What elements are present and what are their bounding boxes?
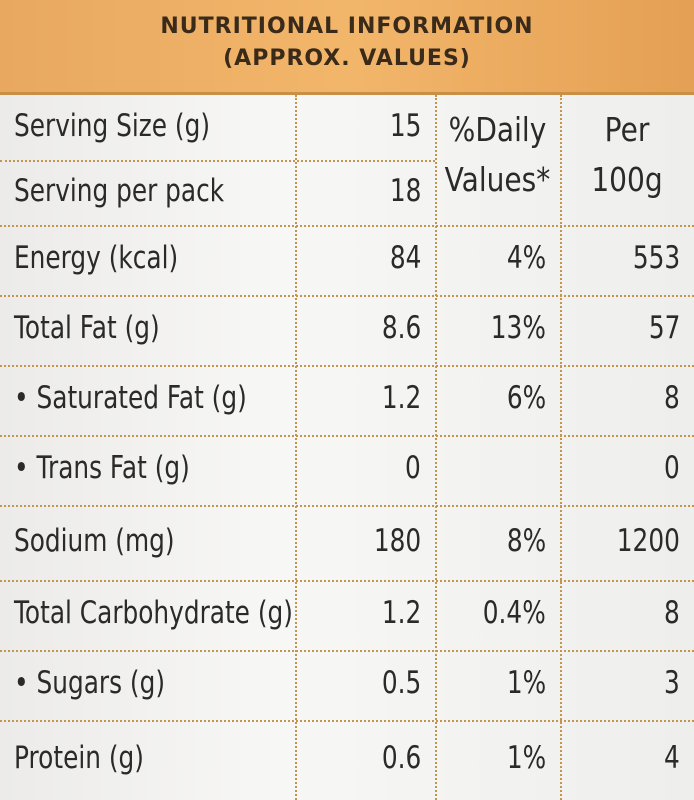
column-divider (560, 95, 562, 800)
per-100g: 553 (632, 240, 680, 276)
row-label: Protein (g) (14, 740, 144, 776)
column-header: Per (604, 110, 650, 149)
daily-value: 6% (506, 380, 546, 416)
row-label: Energy (kcal) (14, 240, 179, 276)
column-divider (435, 95, 437, 800)
header-subtitle: (APPROX. VALUES) (223, 46, 471, 71)
row-label: Total Carbohydrate (g) (14, 595, 293, 631)
row-label: Sodium (mg) (14, 522, 175, 559)
daily-value: 1% (506, 665, 546, 701)
daily-value: 4% (506, 240, 546, 276)
row-divider (0, 435, 694, 437)
amount: 1.2 (381, 595, 421, 631)
amount: 8.6 (381, 310, 421, 346)
row-divider (0, 650, 694, 652)
daily-value: 1% (506, 740, 546, 776)
amount: 0.5 (381, 665, 421, 701)
row-divider (0, 580, 694, 582)
daily-value: 13% (490, 310, 546, 346)
amount: 15 (389, 107, 421, 144)
daily-value: 8% (506, 522, 546, 559)
amount: 0.6 (381, 740, 421, 776)
row-divider (0, 160, 435, 162)
row-label: • Saturated Fat (g) (14, 380, 247, 416)
per-100g: 8 (664, 380, 680, 416)
row-divider (0, 225, 694, 227)
row-label: Serving Size (g) (14, 107, 210, 144)
amount: 1.2 (381, 380, 421, 416)
per-100g: 57 (648, 310, 680, 346)
column-header: 100g (591, 160, 663, 199)
amount: 84 (389, 240, 421, 276)
amount: 0 (405, 450, 421, 486)
per-100g: 1200 (616, 522, 680, 559)
per-100g: 8 (664, 595, 680, 631)
header: NUTRITIONAL INFORMATION (APPROX. VALUES) (0, 0, 694, 95)
per-100g: 3 (664, 665, 680, 701)
daily-value: 0.4% (482, 595, 546, 631)
column-header: Values* (444, 160, 551, 199)
row-label: Serving per pack (14, 172, 225, 209)
column-divider (295, 95, 297, 800)
per-100g: 0 (664, 450, 680, 486)
row-divider (0, 295, 694, 297)
row-label: Total Fat (g) (14, 310, 160, 346)
amount: 18 (389, 172, 421, 209)
row-label: • Trans Fat (g) (14, 450, 190, 486)
row-divider (0, 720, 694, 722)
column-header: %Daily (448, 110, 547, 149)
row-divider (0, 505, 694, 507)
header-title: NUTRITIONAL INFORMATION (160, 14, 534, 39)
per-100g: 4 (664, 740, 680, 776)
row-divider (0, 365, 694, 367)
row-label: • Sugars (g) (14, 665, 166, 701)
amount: 180 (373, 522, 421, 559)
